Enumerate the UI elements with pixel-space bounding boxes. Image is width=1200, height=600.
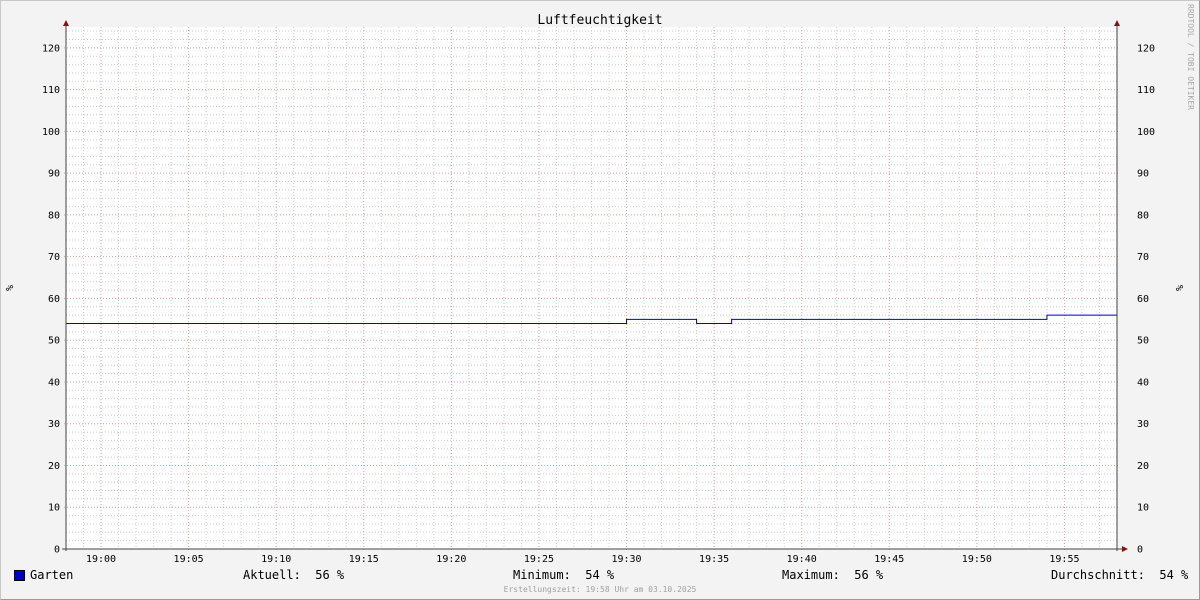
y-tick-label-left: 30 <box>48 419 60 430</box>
x-tick-label: 19:50 <box>962 554 992 565</box>
legend-series-label: Garten <box>30 568 74 582</box>
y-axis-arrow-right-icon <box>1114 20 1120 26</box>
chart-title: Luftfeuchtigkeit <box>537 13 662 28</box>
footer-timestamp: Erstellungszeit: 19:58 Uhr am 03.10.2025 <box>503 585 697 594</box>
y-tick-label-left: 110 <box>42 85 60 96</box>
y-tick-label-right: 60 <box>1137 294 1149 305</box>
y-tick-label-left: 50 <box>48 336 60 347</box>
y-tick-label-right: 70 <box>1137 252 1149 263</box>
y-tick-label-right: 20 <box>1137 461 1149 472</box>
x-tick-label: 19:10 <box>261 554 291 565</box>
y-tick-label-right: 50 <box>1137 336 1149 347</box>
y-tick-label-left: 100 <box>42 127 60 138</box>
y-tick-label-left: 10 <box>48 503 60 514</box>
y-tick-label-left: 120 <box>42 43 60 54</box>
x-tick-label: 19:35 <box>699 554 729 565</box>
series-line-garten <box>66 314 1117 324</box>
y-axis-label-left: % <box>5 285 16 291</box>
x-tick-label: 19:15 <box>349 554 379 565</box>
y-tick-label-right: 40 <box>1137 377 1149 388</box>
y-axis-arrow-left-icon <box>63 20 69 26</box>
x-tick-label: 19:00 <box>86 554 116 565</box>
y-tick-label-left: 90 <box>48 169 60 180</box>
y-tick-label-left: 20 <box>48 461 60 472</box>
y-tick-label-left: 60 <box>48 294 60 305</box>
legend-average: Durchschnitt: 54 % <box>1051 568 1189 582</box>
y-tick-label-right: 0 <box>1137 545 1143 556</box>
x-tick-label: 19:45 <box>874 554 904 565</box>
x-tick-label: 19:40 <box>787 554 817 565</box>
x-tick-label: 19:55 <box>1049 554 1079 565</box>
y-tick-label-right: 80 <box>1137 210 1149 221</box>
x-tick-label: 19:05 <box>174 554 204 565</box>
y-tick-label-right: 120 <box>1137 43 1155 54</box>
legend-swatch-garten <box>14 570 25 581</box>
y-tick-label-left: 40 <box>48 377 60 388</box>
watermark: RRDTOOL / TOBI OETIKER <box>1186 4 1195 110</box>
legend-maximum: Maximum: 56 % <box>782 568 884 582</box>
x-tick-label: 19:30 <box>611 554 641 565</box>
y-tick-label-right: 90 <box>1137 169 1149 180</box>
y-tick-label-left: 0 <box>54 545 60 556</box>
y-tick-label-right: 10 <box>1137 503 1149 514</box>
y-tick-label-right: 100 <box>1137 127 1155 138</box>
legend-minimum: Minimum: 54 % <box>513 568 615 582</box>
y-tick-label-right: 110 <box>1137 85 1155 96</box>
y-axis-label-right: % <box>1175 285 1186 291</box>
y-tick-label-right: 30 <box>1137 419 1149 430</box>
x-tick-label: 19:25 <box>524 554 554 565</box>
y-tick-label-left: 70 <box>48 252 60 263</box>
y-tick-label-left: 80 <box>48 210 60 221</box>
x-tick-label: 19:20 <box>436 554 466 565</box>
x-axis-arrow-icon <box>1122 546 1128 552</box>
legend-current: Aktuell: 56 % <box>243 568 345 582</box>
